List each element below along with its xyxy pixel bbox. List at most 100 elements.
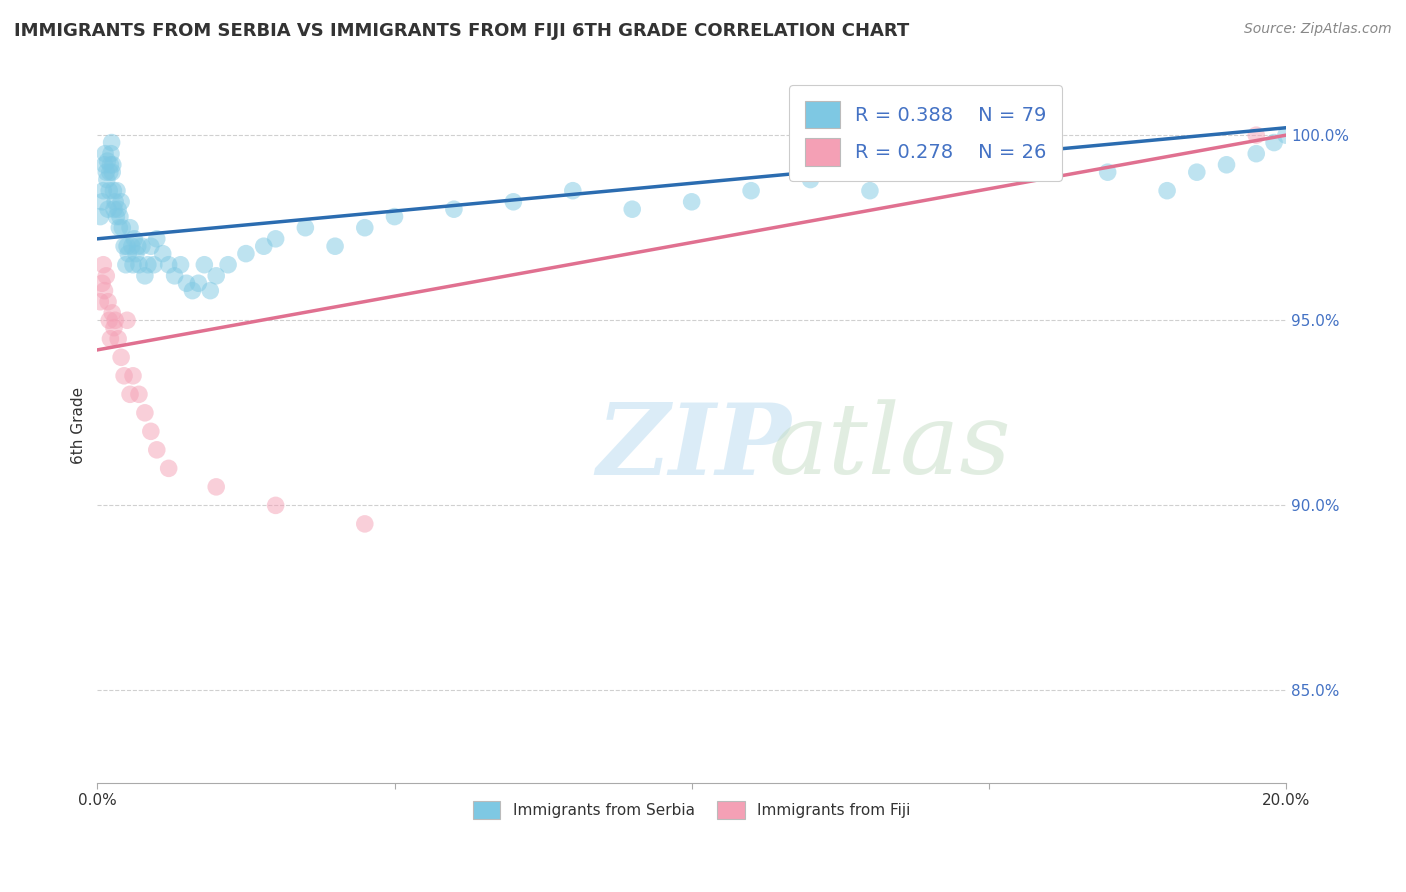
- Point: [621, 202, 644, 217]
- Point: [163, 268, 186, 283]
- Point: [122, 258, 145, 272]
- Point: [1185, 165, 1208, 179]
- Text: ZIP: ZIP: [596, 399, 792, 495]
- Point: [101, 158, 124, 172]
- Point: [139, 425, 162, 439]
- Point: [205, 268, 228, 283]
- Point: [105, 184, 128, 198]
- Point: [146, 442, 169, 457]
- Point: [169, 258, 191, 272]
- Point: [100, 332, 122, 346]
- Point: [91, 277, 114, 291]
- Point: [112, 239, 135, 253]
- Point: [103, 184, 125, 198]
- Point: [859, 184, 882, 198]
- Point: [93, 284, 115, 298]
- Point: [91, 194, 114, 209]
- Point: [122, 368, 145, 383]
- Point: [142, 258, 165, 272]
- Point: [353, 516, 375, 531]
- Point: [977, 158, 1000, 172]
- Point: [157, 461, 180, 475]
- Point: [98, 184, 121, 198]
- Point: [799, 172, 821, 186]
- Point: [1275, 128, 1298, 143]
- Point: [100, 136, 122, 150]
- Point: [103, 320, 125, 334]
- Point: [384, 210, 406, 224]
- Point: [139, 239, 162, 253]
- Point: [128, 387, 150, 401]
- Point: [1244, 146, 1267, 161]
- Point: [104, 313, 127, 327]
- Point: [323, 239, 346, 253]
- Point: [205, 480, 228, 494]
- Point: [264, 499, 287, 513]
- Point: [264, 232, 287, 246]
- Point: [176, 277, 198, 291]
- Point: [681, 194, 703, 209]
- Point: [89, 210, 111, 224]
- Text: IMMIGRANTS FROM SERBIA VS IMMIGRANTS FROM FIJI 6TH GRADE CORRELATION CHART: IMMIGRANTS FROM SERBIA VS IMMIGRANTS FRO…: [14, 22, 910, 40]
- Point: [152, 246, 174, 260]
- Point: [104, 194, 127, 209]
- Point: [157, 258, 180, 272]
- Point: [918, 165, 941, 179]
- Point: [443, 202, 465, 217]
- Point: [125, 246, 148, 260]
- Point: [98, 313, 121, 327]
- Point: [107, 202, 129, 217]
- Point: [134, 268, 156, 283]
- Point: [97, 294, 120, 309]
- Point: [121, 239, 143, 253]
- Point: [115, 239, 138, 253]
- Point: [1263, 136, 1285, 150]
- Legend: Immigrants from Serbia, Immigrants from Fiji: Immigrants from Serbia, Immigrants from …: [467, 795, 917, 825]
- Point: [93, 158, 115, 172]
- Point: [91, 258, 114, 272]
- Point: [187, 277, 209, 291]
- Point: [217, 258, 239, 272]
- Point: [100, 158, 122, 172]
- Point: [740, 184, 762, 198]
- Point: [122, 232, 145, 246]
- Point: [100, 146, 122, 161]
- Point: [110, 194, 132, 209]
- Point: [146, 232, 169, 246]
- Point: [235, 246, 257, 260]
- Point: [181, 284, 204, 298]
- Point: [136, 258, 159, 272]
- Y-axis label: 6th Grade: 6th Grade: [72, 387, 86, 465]
- Point: [117, 246, 139, 260]
- Point: [112, 368, 135, 383]
- Point: [97, 202, 120, 217]
- Point: [118, 220, 141, 235]
- Point: [101, 306, 124, 320]
- Point: [98, 165, 121, 179]
- Point: [110, 351, 132, 365]
- Point: [128, 258, 150, 272]
- Point: [200, 284, 222, 298]
- Point: [108, 220, 131, 235]
- Point: [561, 184, 583, 198]
- Point: [1097, 165, 1119, 179]
- Point: [127, 239, 149, 253]
- Point: [96, 268, 118, 283]
- Point: [118, 387, 141, 401]
- Point: [108, 210, 131, 224]
- Point: [111, 220, 134, 235]
- Text: Source: ZipAtlas.com: Source: ZipAtlas.com: [1244, 22, 1392, 37]
- Point: [89, 294, 111, 309]
- Point: [103, 202, 125, 217]
- Point: [96, 154, 118, 169]
- Point: [1156, 184, 1178, 198]
- Point: [101, 165, 124, 179]
- Point: [96, 165, 118, 179]
- Point: [115, 313, 138, 327]
- Point: [115, 258, 138, 272]
- Point: [253, 239, 276, 253]
- Point: [94, 146, 117, 161]
- Point: [502, 194, 524, 209]
- Point: [353, 220, 375, 235]
- Point: [91, 184, 114, 198]
